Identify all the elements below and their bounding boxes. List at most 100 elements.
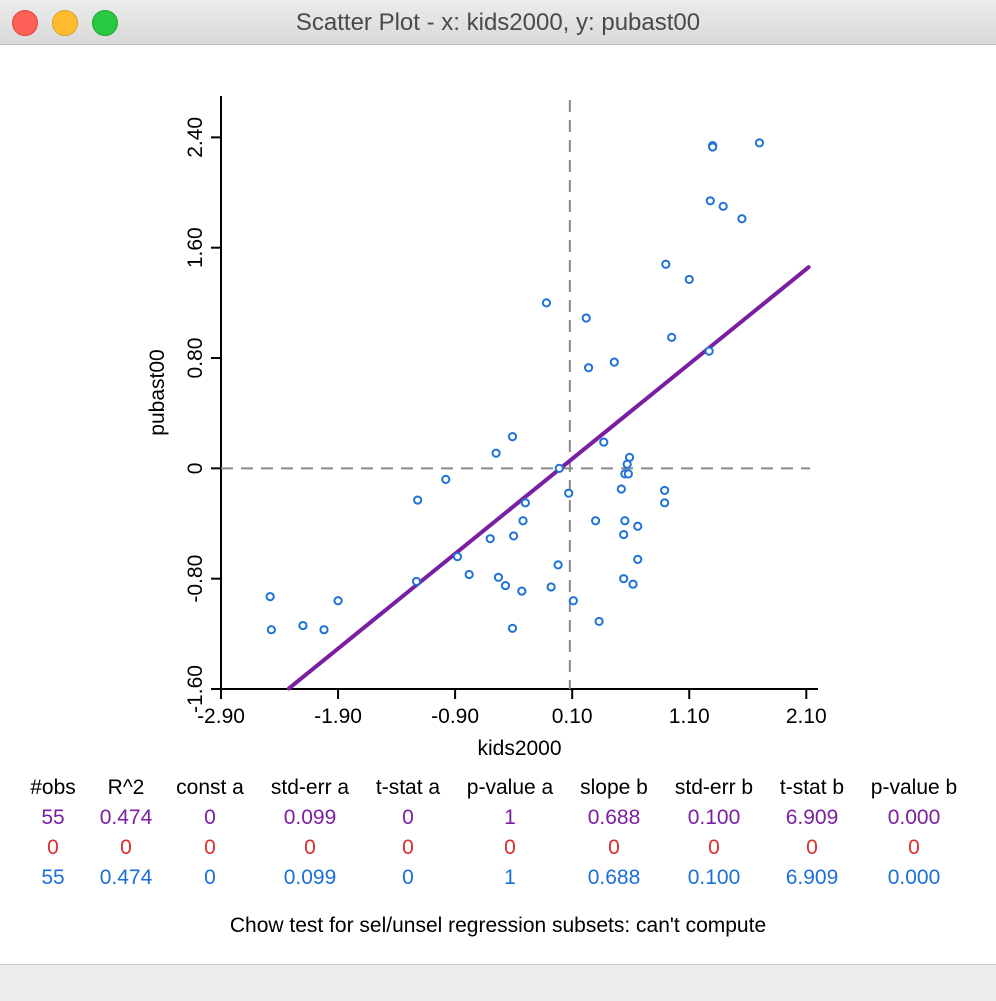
data-point [599,437,609,447]
data-point [622,459,632,469]
data-point [491,448,501,458]
data-point [464,569,474,580]
stats-value-cell: 0.099 [283,806,337,829]
x-tick-label: 2.10 [786,705,827,728]
stats-value-cell: 0.688 [587,806,641,829]
stats-header-cell: std-err b [674,776,754,799]
stats-header-cell: p-value a [466,776,554,799]
stats-value-cell: 0.000 [887,866,941,889]
data-point [333,596,343,606]
y-axis-label: pubast00 [146,349,169,435]
maximize-window-button[interactable] [92,10,118,36]
stats-value-cell: 0 [708,836,720,859]
data-point [616,484,626,494]
data-point [623,469,633,479]
stats-value-cell: 55 [41,806,65,829]
stats-value-cell: 0 [806,836,818,859]
data-point [507,432,518,442]
data-point [684,274,694,285]
x-tick-label: -0.90 [431,705,479,728]
y-tick-label: 0 [184,463,207,475]
x-axis-label: kids2000 [477,737,561,760]
stats-value-cell: 55 [41,866,65,889]
x-tick-label: 0.10 [552,705,593,728]
stats-header-cell: const a [176,776,244,799]
data-point [546,582,556,592]
regression-line [286,265,811,691]
data-point [493,572,504,582]
stats-header-cell: std-err a [270,776,350,799]
data-point [708,142,718,152]
stats-header-cell: slope b [580,776,648,799]
data-point [568,596,578,606]
x-tick-label: -1.90 [314,705,362,728]
y-tick-label: 0.80 [184,338,207,379]
stats-header-row: #obs R^2 const a std-err a t-stat a p-value a… [0,776,996,806]
data-point [667,332,677,342]
stats-value-cell: 0 [204,806,216,829]
data-point [452,552,463,562]
data-point [265,592,275,602]
stats-row-selected: 0 0 0 0 0 0 0 0 0 0 [0,836,996,866]
stats-value-cell: 0 [908,836,920,859]
data-point [500,580,511,591]
data-point [509,531,519,541]
y-tick-label: 2.40 [184,117,207,158]
data-point [718,201,728,211]
data-point [554,463,564,473]
stats-row-all: 55 0.474 0 0.099 0 1 0.688 0.100 6.909 0.000 [0,806,996,836]
scatter-plot[interactable]: -2.90 -1.90 -0.90 0.10 1.10 2.10 -1.60 -0.80 0 0.… [0,44,996,774]
data-point [319,625,329,635]
stats-header-cell: t-stat a [375,776,441,799]
close-window-button[interactable] [12,10,38,36]
data-point [583,363,594,373]
minimize-window-button[interactable] [52,10,78,36]
data-point [413,495,423,505]
x-tick-label: 1.10 [669,705,710,728]
stats-header-cell: #obs [30,776,76,799]
stats-value-cell: 0 [204,866,216,889]
data-point [441,474,451,484]
data-point [609,357,619,367]
data-point [517,586,527,596]
stats-value-cell: 0 [402,806,414,829]
stats-value-cell: 0.100 [687,866,741,889]
status-bar [0,964,996,1001]
data-point [660,498,670,508]
data-point [518,516,528,526]
data-point [553,560,563,570]
x-tick-label: -2.90 [197,705,245,728]
stats-header-cell: t-stat b [779,776,845,799]
stats-value-cell: 0 [304,836,316,859]
stats-value-cell: 0 [402,866,414,889]
data-point [411,576,422,587]
data-point [633,554,643,564]
stats-value-cell: 0 [120,836,132,859]
stats-value-cell: 0.474 [99,866,153,889]
data-point [520,498,530,508]
y-tick-label: 1.60 [184,227,207,268]
stats-value-cell: 0 [204,836,216,859]
data-point [704,346,714,356]
y-tick-label: -0.80 [184,555,207,603]
title-bar: Scatter Plot - x: kids2000, y: pubast00 [0,0,996,45]
data-point [620,516,630,526]
stats-value-cell: 0.688 [587,866,641,889]
data-point [590,516,601,526]
data-point [754,138,765,148]
data-point [541,298,552,308]
data-point [737,214,747,224]
chow-test-text: Chow test for sel/unsel regression subse… [229,914,767,937]
stats-value-cell: 6.909 [785,866,839,889]
stats-header-cell: p-value b [870,776,958,799]
stats-value-cell: 0.100 [687,806,741,829]
data-point [628,579,638,589]
stats-value-cell: 0.099 [283,866,337,889]
stats-value-cell: 0.000 [887,806,941,829]
data-point [266,625,276,635]
stats-value-cell: 0 [608,836,620,859]
data-point [619,574,629,584]
stats-value-cell: 0.474 [99,806,153,829]
stats-value-cell: 1 [504,866,516,889]
stats-value-cell: 0 [47,836,59,859]
